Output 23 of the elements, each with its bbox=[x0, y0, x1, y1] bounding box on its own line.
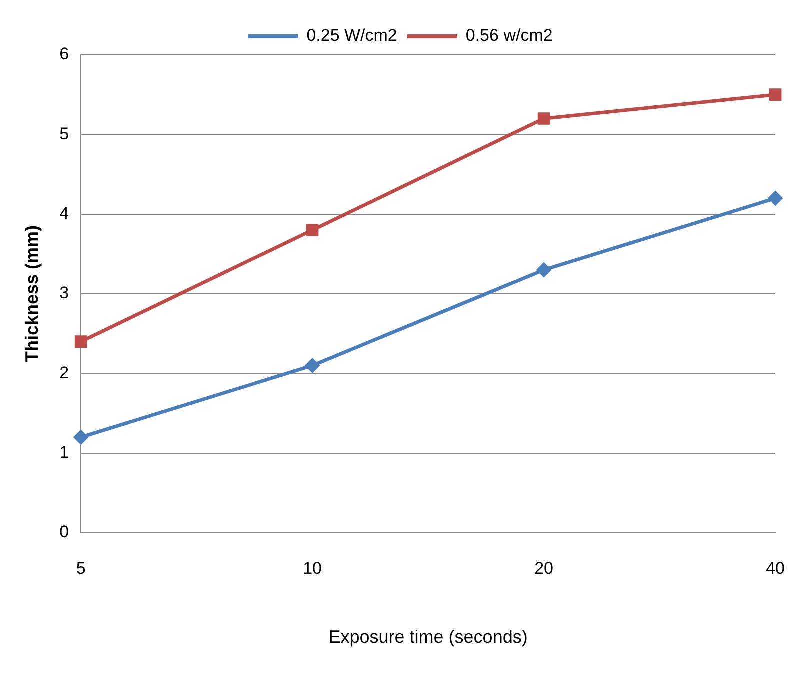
y-axis-title: Thickness (mm) bbox=[22, 225, 42, 363]
y-tick-label: 1 bbox=[60, 443, 70, 462]
x-axis-title: Exposure time (seconds) bbox=[328, 627, 528, 648]
y-tick-label: 5 bbox=[60, 124, 70, 144]
x-tick-label: 5 bbox=[76, 558, 86, 578]
point bbox=[538, 112, 550, 125]
point bbox=[74, 430, 89, 445]
y-tick-label: 0 bbox=[60, 522, 70, 542]
point bbox=[769, 88, 782, 101]
point bbox=[306, 224, 319, 236]
legend-label: 0.56 w/cm2 bbox=[466, 26, 553, 46]
y-tick-label: 4 bbox=[60, 204, 70, 224]
x-tick-label: 20 bbox=[534, 558, 554, 578]
point bbox=[305, 358, 320, 374]
x-tick-label: 40 bbox=[766, 558, 786, 578]
x-tick-label: 10 bbox=[303, 558, 322, 578]
legend-label: 0.25 W/cm2 bbox=[306, 26, 398, 46]
point bbox=[768, 190, 784, 206]
y-tick-label: 6 bbox=[60, 44, 70, 64]
y-tick-label: 3 bbox=[60, 284, 70, 303]
y-tick-label: 2 bbox=[60, 363, 70, 382]
point bbox=[74, 336, 88, 348]
point bbox=[536, 262, 552, 278]
